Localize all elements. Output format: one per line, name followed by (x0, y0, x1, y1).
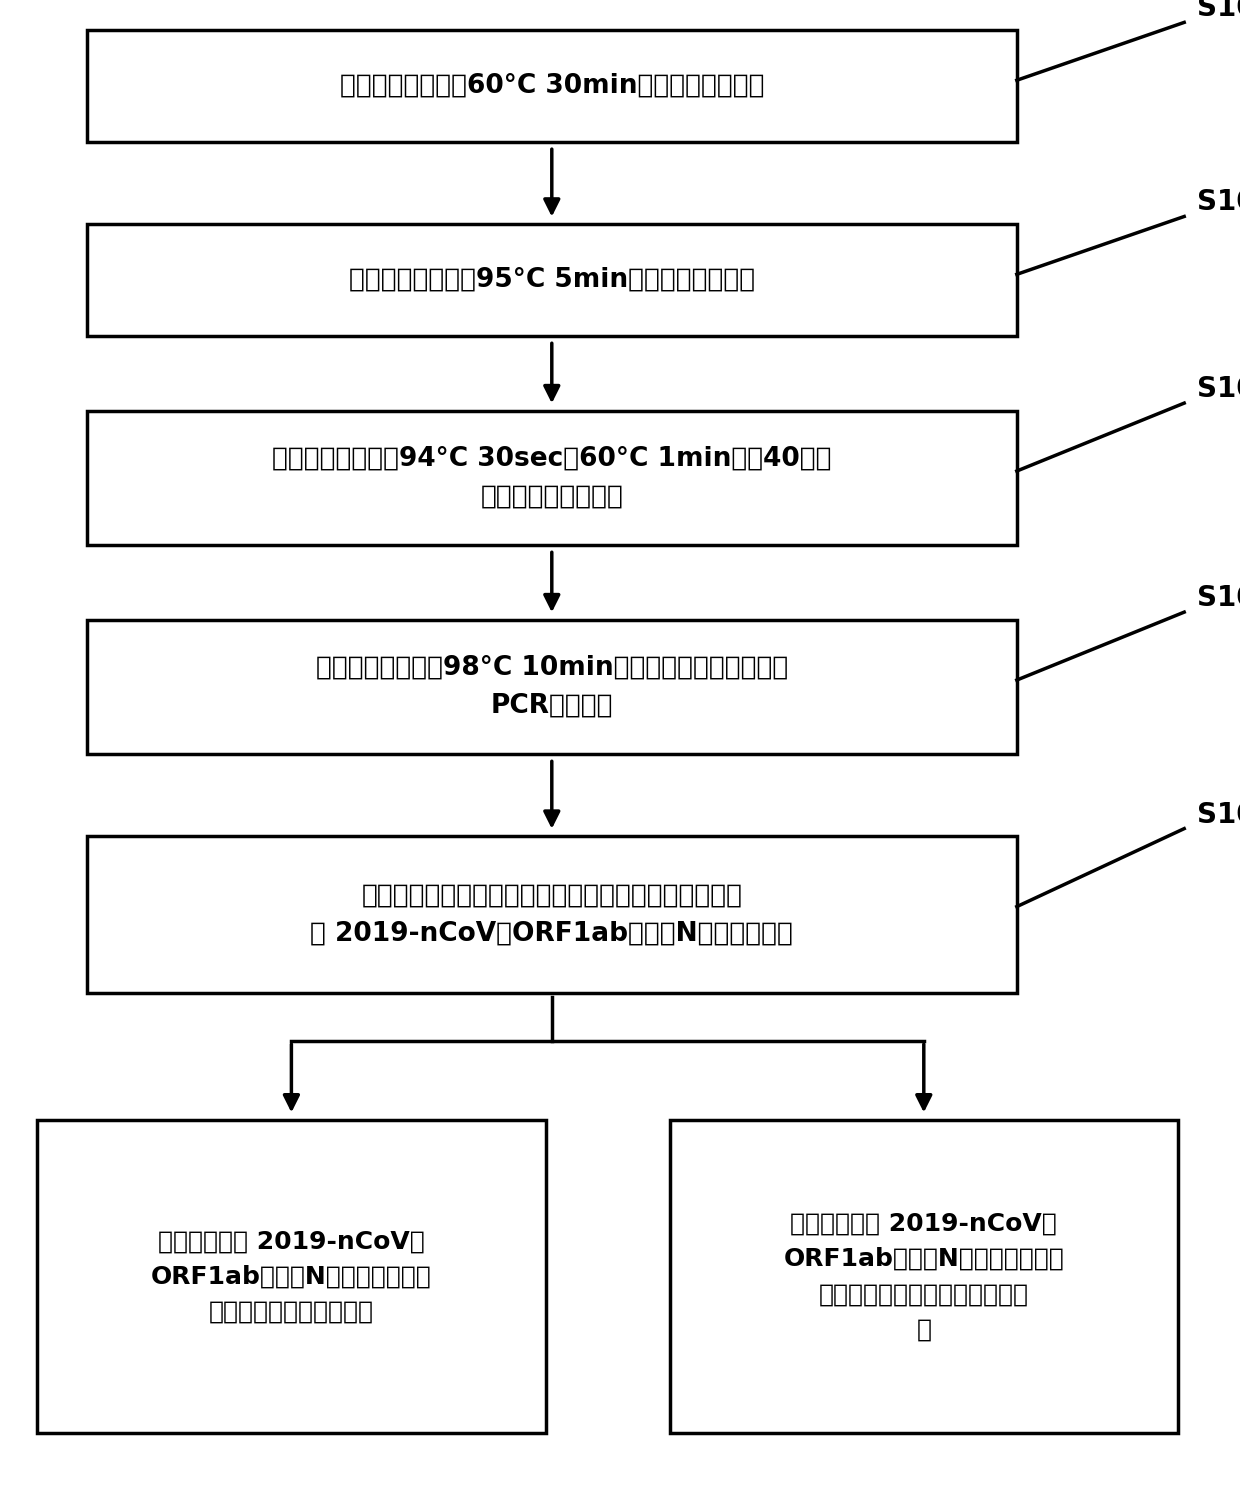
Text: S103: S103 (1197, 375, 1240, 403)
Bar (87, 620, 1017, 754)
Bar (670, 1120, 1178, 1433)
Text: 对检测试剂盒进行94°C 30sec，60°C 1min，全40个循
环的第三逆转录反应: 对检测试剂盒进行94°C 30sec，60°C 1min，全40个循 环的第三逆… (272, 446, 832, 509)
Bar (87, 30, 1017, 142)
Text: S102: S102 (1197, 188, 1240, 216)
Text: 对检测试剂盒进行95°C 5min的第二逆转录反应: 对检测试剂盒进行95°C 5min的第二逆转录反应 (348, 267, 755, 293)
Text: S105: S105 (1197, 800, 1240, 829)
Text: 对检测试剂盒进行98°C 10min的第四逆转录反应，得到
PCR反应结果: 对检测试剂盒进行98°C 10min的第四逆转录反应，得到 PCR反应结果 (316, 655, 787, 718)
Bar (87, 411, 1017, 545)
Text: 当待测样本中 2019-nCoV的
ORF1ab基因、N基因同时具有拷
贝数，则判断为感染结果: 当待测样本中 2019-nCoV的 ORF1ab基因、N基因同时具有拷 贝数，则… (151, 1229, 432, 1324)
Text: 对检测试剂盒进行60°C 30min的第一逆转录反应: 对检测试剂盒进行60°C 30min的第一逆转录反应 (340, 73, 764, 99)
Bar (87, 836, 1017, 993)
Text: 在阴性对照和阳性对照同时满足质控时，获取待测样本
中 2019-nCoV的ORF1ab基因、N基因的拷贝数: 在阴性对照和阳性对照同时满足质控时，获取待测样本 中 2019-nCoV的ORF… (310, 882, 794, 947)
Text: 当待测样本中 2019-nCoV的
ORF1ab基因、N基因任意一个不
具有拷贝数，则判断为未感染结
果: 当待测样本中 2019-nCoV的 ORF1ab基因、N基因任意一个不 具有拷贝… (784, 1211, 1064, 1342)
Bar (87, 224, 1017, 336)
Text: S104: S104 (1197, 584, 1240, 612)
Bar (37, 1120, 546, 1433)
Text: S101: S101 (1197, 0, 1240, 22)
